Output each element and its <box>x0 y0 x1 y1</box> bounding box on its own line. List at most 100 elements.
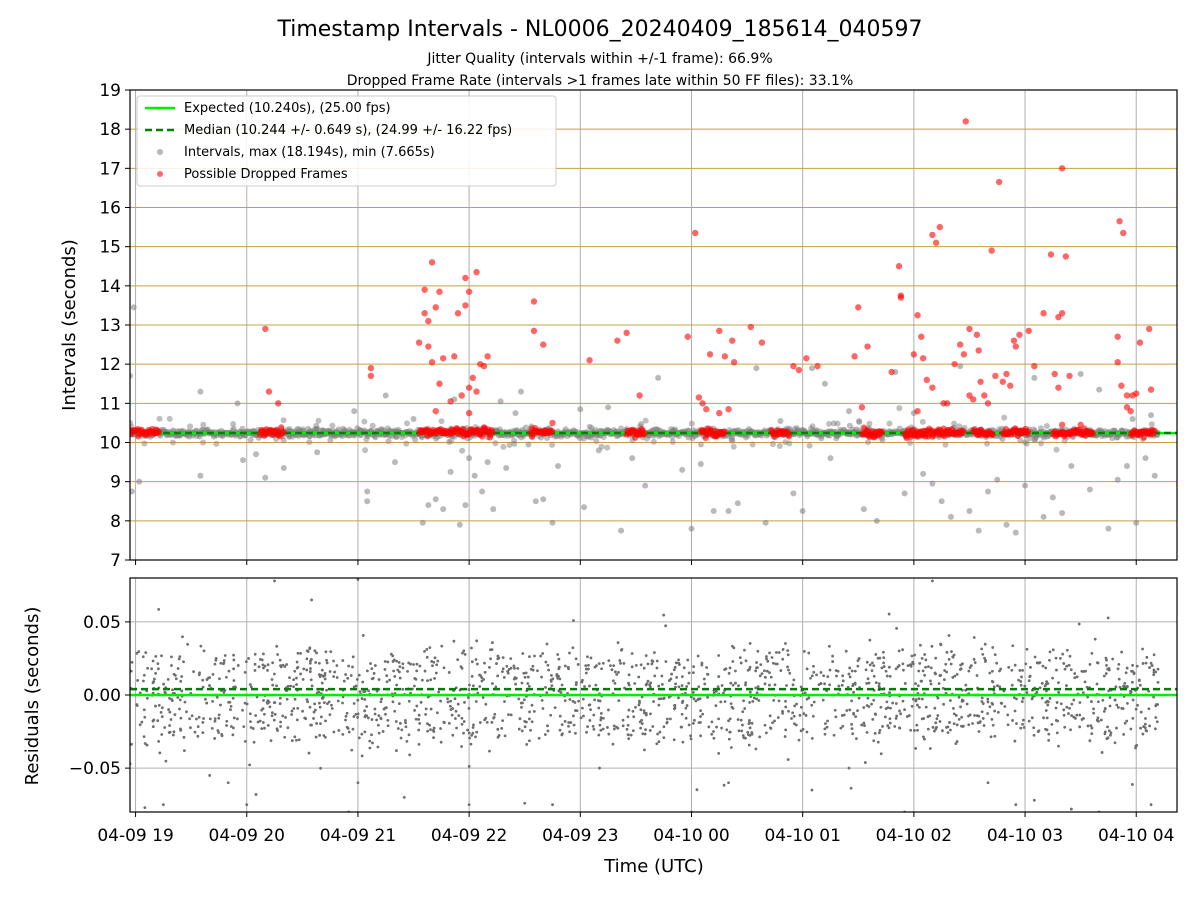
residual-point <box>873 712 877 716</box>
interval-point <box>438 418 445 425</box>
residual-point <box>998 669 1001 673</box>
residual-point <box>546 729 550 733</box>
residual-point <box>743 707 747 710</box>
residual-point <box>901 648 904 652</box>
residual-point <box>744 736 747 740</box>
residual-point <box>241 708 244 712</box>
residual-point <box>728 666 732 670</box>
residual-point <box>742 699 746 703</box>
residual-point <box>296 665 300 669</box>
residual-point <box>439 699 442 703</box>
residual-point <box>856 659 860 663</box>
residual-point <box>633 682 637 685</box>
residual-point <box>1078 713 1082 717</box>
legend-intervals-marker <box>157 149 163 155</box>
residual-point <box>943 669 947 672</box>
residual-point <box>467 706 471 710</box>
residual-point <box>768 651 771 655</box>
residual-point <box>769 727 773 730</box>
residual-point <box>472 723 475 727</box>
residual-point <box>202 717 205 720</box>
residual-point <box>673 665 677 669</box>
residual-point <box>475 639 479 643</box>
residual-point <box>309 667 312 670</box>
residual-point <box>462 731 465 735</box>
residual-point <box>249 720 252 723</box>
residual-point <box>850 722 854 726</box>
intervals-ytick-label: 8 <box>110 512 121 532</box>
residual-point <box>1068 706 1071 710</box>
interval-point <box>1043 422 1050 429</box>
residual-point <box>166 677 170 681</box>
residual-point <box>586 667 590 671</box>
residual-point <box>541 707 545 710</box>
residual-point <box>423 669 427 673</box>
residual-point <box>569 721 573 724</box>
residual-point <box>268 705 272 709</box>
residual-point <box>1044 666 1048 670</box>
dropped-frame-point <box>1127 407 1134 415</box>
dropped-frame-point <box>1055 384 1062 391</box>
residual-point <box>1138 678 1141 682</box>
residual-point <box>255 695 259 699</box>
dropped-frame-point <box>275 400 282 407</box>
residual-point <box>431 664 434 668</box>
residual-point <box>899 712 903 716</box>
residual-point <box>460 666 464 670</box>
residual-point <box>771 661 775 665</box>
residual-point <box>171 733 175 737</box>
residual-point <box>866 677 870 681</box>
dropped-frame-point <box>155 428 163 436</box>
residual-point <box>689 737 693 741</box>
residual-point <box>243 739 247 743</box>
residual-point <box>201 731 205 735</box>
residual-point <box>273 579 276 583</box>
interval-point <box>286 425 293 432</box>
residual-point <box>182 735 186 739</box>
interval-point <box>511 440 518 447</box>
residual-point <box>415 662 419 666</box>
residual-point <box>903 708 906 712</box>
residual-point <box>172 672 176 676</box>
residual-point <box>436 659 440 663</box>
dropped-frame-point <box>1077 421 1084 429</box>
residual-point <box>320 681 324 685</box>
residual-point <box>370 667 374 671</box>
residual-point <box>874 653 878 656</box>
residual-point <box>470 646 473 650</box>
interval-point <box>753 365 760 372</box>
residual-point <box>823 727 827 731</box>
residual-point <box>851 682 855 686</box>
residual-point <box>918 661 922 665</box>
residual-point <box>882 665 886 668</box>
residual-point <box>921 669 925 673</box>
residual-point <box>1069 728 1072 732</box>
dropped-frame-point <box>1058 421 1066 429</box>
dropped-frame-point <box>1058 310 1066 317</box>
residual-point <box>991 723 995 727</box>
dropped-frame-point <box>428 359 436 366</box>
residual-point <box>952 706 955 710</box>
dropped-frame-point <box>758 339 766 346</box>
residual-point <box>426 729 429 733</box>
residual-point <box>1126 701 1129 705</box>
residual-point <box>460 722 464 726</box>
interval-point <box>919 418 926 425</box>
residual-point <box>1144 717 1147 720</box>
residual-point <box>356 698 360 702</box>
residual-point <box>993 709 997 713</box>
residual-point <box>634 663 638 667</box>
residual-point <box>527 717 531 721</box>
residual-point <box>130 660 134 664</box>
interval-point <box>729 437 736 444</box>
interval-point <box>280 417 287 424</box>
legend-median-label: Median (10.244 +/- 0.649 s), (24.99 +/- … <box>184 123 512 138</box>
residual-point <box>909 728 913 732</box>
residual-point <box>848 675 852 679</box>
residual-point <box>1011 644 1015 648</box>
residual-point <box>910 704 914 708</box>
interval-point <box>777 417 784 424</box>
residual-point <box>668 679 671 682</box>
residual-point <box>660 674 664 678</box>
residual-point <box>1042 716 1045 720</box>
